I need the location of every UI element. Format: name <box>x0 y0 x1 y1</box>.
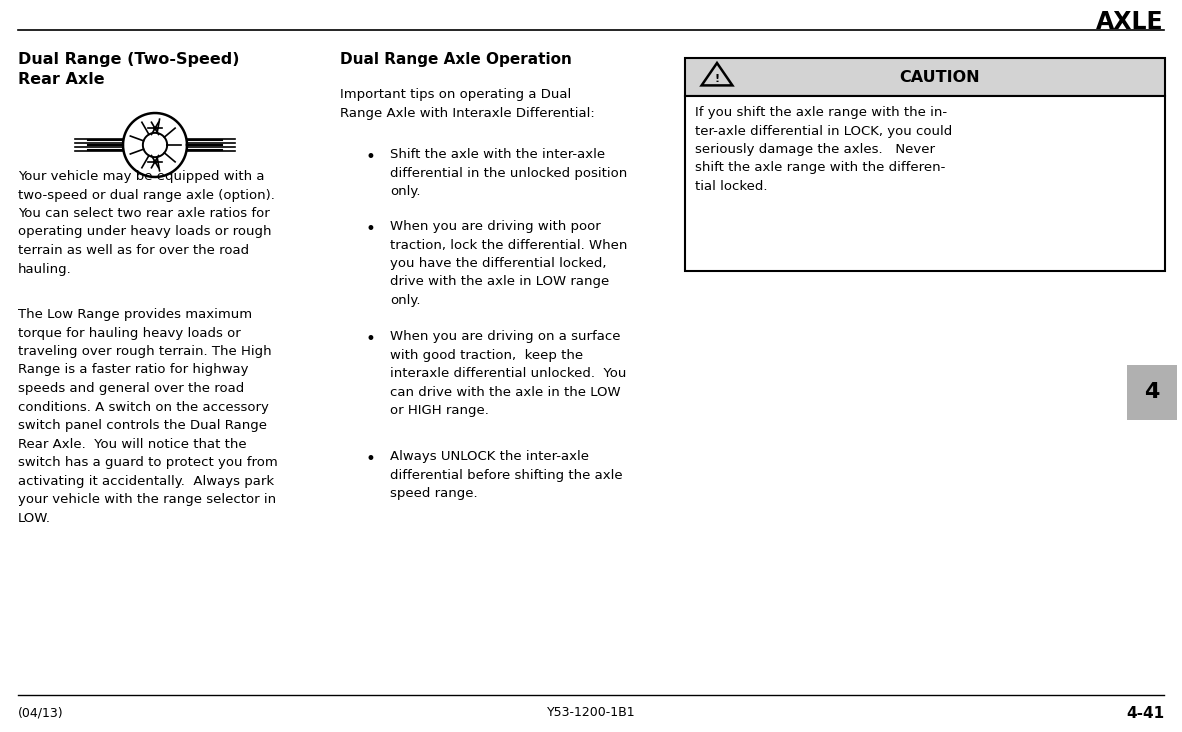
Bar <box>1126 365 1177 420</box>
Text: Always UNLOCK the inter-axle
differential before shifting the axle
speed range.: Always UNLOCK the inter-axle differentia… <box>390 450 623 500</box>
Text: If you shift the axle range with the in-
ter-axle differential in LOCK, you coul: If you shift the axle range with the in-… <box>695 106 953 193</box>
Text: •: • <box>365 450 375 468</box>
Circle shape <box>154 127 156 130</box>
Bar <box>686 58 1165 96</box>
Circle shape <box>154 160 156 163</box>
Text: !: ! <box>714 74 720 84</box>
Text: Rear Axle: Rear Axle <box>18 72 105 87</box>
Text: 4: 4 <box>1144 383 1160 403</box>
Bar <box>686 96 1165 271</box>
Text: Important tips on operating a Dual
Range Axle with Interaxle Differential:: Important tips on operating a Dual Range… <box>340 88 595 119</box>
Text: When you are driving with poor
traction, lock the differential. When
you have th: When you are driving with poor traction,… <box>390 220 628 307</box>
Text: •: • <box>365 220 375 238</box>
Text: Dual Range Axle Operation: Dual Range Axle Operation <box>340 52 572 67</box>
Text: When you are driving on a surface
with good traction,  keep the
interaxle differ: When you are driving on a surface with g… <box>390 330 626 417</box>
Text: 4-41: 4-41 <box>1126 706 1164 720</box>
Text: (04/13): (04/13) <box>18 706 64 720</box>
Text: Shift the axle with the inter-axle
differential in the unlocked position
only.: Shift the axle with the inter-axle diffe… <box>390 148 628 198</box>
Text: AXLE: AXLE <box>1097 10 1164 34</box>
Text: The Low Range provides maximum
torque for hauling heavy loads or
traveling over : The Low Range provides maximum torque fo… <box>18 308 278 525</box>
Text: •: • <box>365 330 375 348</box>
Text: Your vehicle may be equipped with a
two-speed or dual range axle (option).
You c: Your vehicle may be equipped with a two-… <box>18 170 275 275</box>
Text: Dual Range (Two-Speed): Dual Range (Two-Speed) <box>18 52 240 67</box>
Polygon shape <box>702 63 733 86</box>
Text: Y53-1200-1B1: Y53-1200-1B1 <box>547 706 635 720</box>
Text: CAUTION: CAUTION <box>900 70 980 84</box>
Text: •: • <box>365 148 375 166</box>
